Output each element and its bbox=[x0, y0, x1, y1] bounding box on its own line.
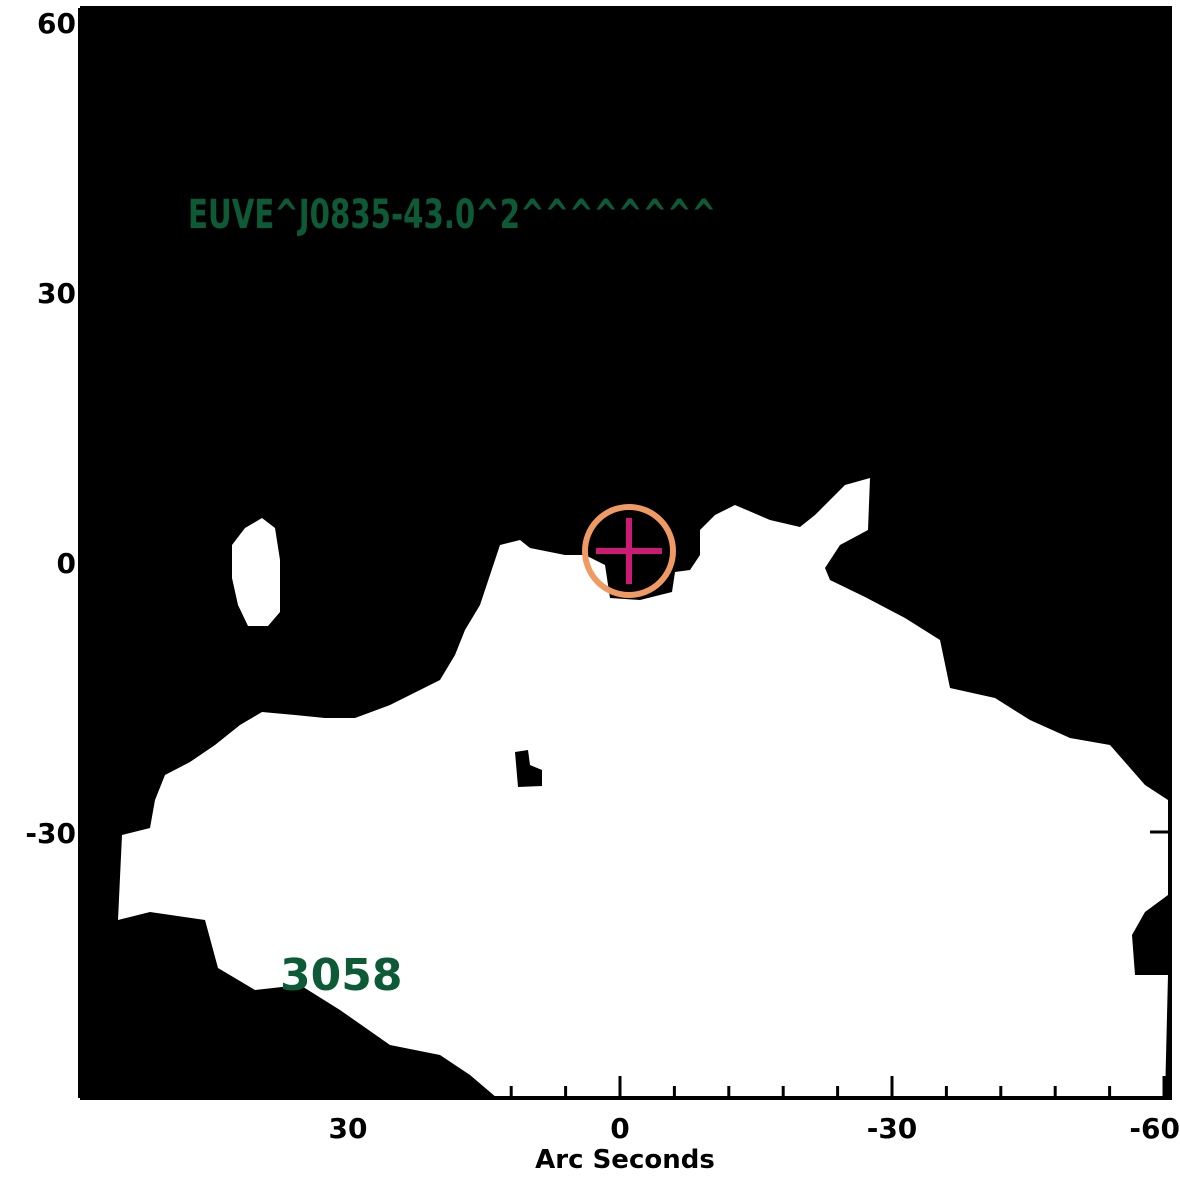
x-tick-label: -60 bbox=[1129, 1112, 1180, 1145]
y-tick-label: 30 bbox=[37, 277, 76, 310]
id-label: 3058 bbox=[280, 950, 402, 1001]
x-tick-labels: 30 0 -30 -60 bbox=[329, 1112, 1180, 1145]
x-axis-title: Arc Seconds bbox=[535, 1145, 715, 1175]
x-tick-label: 0 bbox=[610, 1112, 629, 1145]
emission-hole bbox=[515, 750, 542, 787]
source-label: EUVE^J0835-43.0^2^^^^^^^^ bbox=[188, 192, 716, 238]
y-tick-label: 60 bbox=[37, 7, 76, 40]
marker-circle bbox=[582, 504, 676, 598]
axes-frame bbox=[78, 6, 1172, 1100]
y-tick-labels: 60 30 0 -30 bbox=[25, 7, 76, 850]
emission-region bbox=[118, 478, 1168, 1098]
x-tick-label: 30 bbox=[329, 1112, 368, 1145]
y-tick-label: -30 bbox=[25, 817, 76, 850]
source-marker bbox=[582, 504, 676, 598]
x-tick-label: -30 bbox=[867, 1112, 918, 1145]
emission-blob-small bbox=[232, 518, 280, 626]
y-tick-label: 0 bbox=[57, 547, 76, 580]
image-panel bbox=[80, 8, 1172, 1098]
bottom-axis-ticks bbox=[346, 1076, 1166, 1098]
